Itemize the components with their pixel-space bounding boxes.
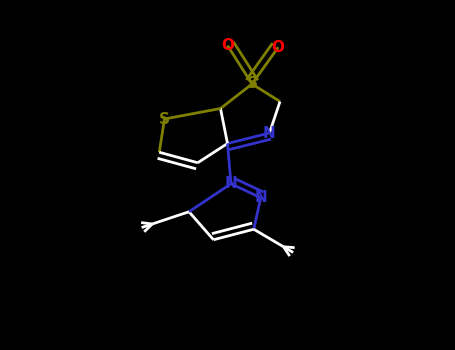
- Text: N: N: [225, 176, 238, 191]
- Text: S: S: [159, 112, 170, 126]
- Text: O: O: [221, 38, 234, 53]
- Text: N: N: [263, 126, 276, 140]
- Text: S: S: [247, 77, 258, 91]
- Text: N: N: [254, 190, 267, 205]
- Text: O: O: [272, 40, 285, 55]
